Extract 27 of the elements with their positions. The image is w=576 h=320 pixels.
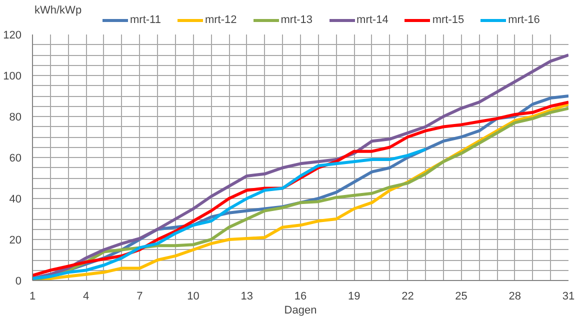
x-tick-label: 16 <box>294 290 307 302</box>
legend-label: mrt-16 <box>508 14 540 26</box>
y-tick-label: 80 <box>9 112 22 124</box>
legend-label: mrt-12 <box>204 14 237 26</box>
line-series <box>32 148 428 280</box>
x-tick-label: 19 <box>348 290 360 302</box>
y-tick-label: 40 <box>9 194 22 206</box>
y-tick-label: 100 <box>3 70 22 82</box>
x-tick-label: 28 <box>508 290 522 302</box>
y-tick-label: 120 <box>3 30 22 42</box>
y-tick-label: 20 <box>9 234 22 246</box>
x-axis-title: Dagen <box>284 304 317 316</box>
legend-label: mrt-14 <box>356 14 388 26</box>
y-tick-label: 0 <box>15 276 22 288</box>
x-tick-label: 25 <box>455 290 468 302</box>
legend-label: mrt-13 <box>280 14 313 26</box>
legend-label: mrt-15 <box>432 14 464 26</box>
y-tick-label: 60 <box>9 152 22 164</box>
x-tick-label: 31 <box>562 290 575 302</box>
x-tick-label: 13 <box>240 290 254 302</box>
x-tick-label: 4 <box>83 290 90 302</box>
y-axis-title: kWh/kWp <box>34 4 82 16</box>
x-tick-label: 10 <box>187 290 200 302</box>
x-tick-label: 1 <box>29 290 36 302</box>
x-tick-label: 22 <box>402 290 414 302</box>
legend-label: mrt-11 <box>130 14 161 26</box>
x-tick-label: 7 <box>136 290 143 302</box>
